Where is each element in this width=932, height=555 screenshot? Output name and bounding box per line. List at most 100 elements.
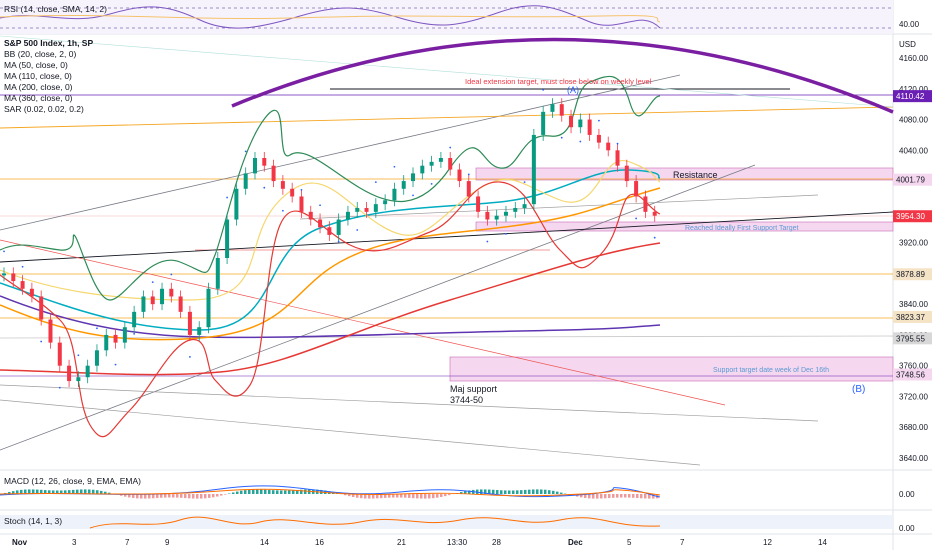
candle-body (560, 104, 564, 116)
stoch-tick: 0.00 (899, 524, 915, 533)
sar-dot (22, 266, 24, 268)
level-3795 (0, 336, 893, 338)
candle-body (578, 120, 582, 128)
sar-dot (468, 174, 470, 176)
chart-title[interactable]: S&P 500 Index, 1h, SP (4, 38, 93, 49)
macd-bar (344, 494, 347, 495)
macd-bar (540, 489, 543, 494)
legend-sar[interactable]: SAR (0.02, 0.02, 0.2) (4, 104, 93, 115)
legend-ma200[interactable]: MA (200, close, 0) (4, 82, 93, 93)
candle-body (30, 289, 34, 297)
candle-body (374, 204, 378, 212)
candle-body (272, 166, 276, 181)
macd-bar (520, 490, 523, 494)
price-tags: 4110.424001.793954.303878.893823.373795.… (893, 90, 932, 380)
candles-group (2, 98, 657, 387)
macd-bar (304, 490, 307, 494)
currency-label: USD (899, 40, 916, 49)
candle-body (430, 162, 434, 166)
candle-body (169, 289, 173, 297)
macd-bar (156, 494, 159, 498)
sar-dot (635, 218, 637, 220)
maj-support-label: Maj support (450, 384, 498, 394)
macd-bar (428, 494, 431, 498)
candle-body (550, 104, 554, 112)
macd-bar (400, 494, 403, 498)
macd-bar (480, 489, 483, 494)
macd-bar (276, 490, 279, 494)
candle-body (523, 204, 527, 208)
sar-dot (394, 166, 396, 168)
macd-bar (636, 494, 639, 498)
grey-lower-line (0, 385, 818, 421)
candle-body (123, 327, 127, 342)
sar-dot (189, 356, 191, 358)
x-tick-label: 5 (627, 538, 632, 547)
candle-body (318, 220, 322, 228)
sar-dot (152, 281, 154, 283)
candle-body (141, 296, 145, 311)
macd-bar (444, 494, 447, 496)
candle-body (2, 273, 6, 275)
candle-body (179, 296, 183, 311)
candle-body (225, 220, 229, 258)
y-tick-label: 4040.00 (899, 146, 928, 155)
legend-ma110[interactable]: MA (110, close, 0) (4, 71, 93, 82)
macd-bar (280, 490, 283, 494)
extension-annotation: Ideal extension target, must close below… (465, 77, 652, 86)
macd-bar (640, 494, 643, 498)
price-tag-label: 4110.42 (896, 92, 925, 101)
candle-body (114, 335, 118, 343)
macd-bar (500, 490, 503, 494)
sar-dot (338, 241, 340, 243)
x-tick-label: 14 (818, 538, 827, 547)
candle-body (76, 377, 80, 381)
macd-bar (644, 494, 647, 498)
sar-dot (598, 120, 600, 122)
macd-bar (264, 490, 267, 494)
candle-body (625, 166, 629, 181)
legend-ma50[interactable]: MA (50, close, 0) (4, 60, 93, 71)
candle-body (262, 158, 266, 166)
candle-body (104, 335, 108, 350)
sar-dot (96, 327, 98, 329)
candle-body (643, 196, 647, 211)
sar-dot (412, 194, 414, 196)
support-week-label: Support target date week of Dec 16th (713, 367, 829, 374)
sar-dot (617, 143, 619, 145)
price-tag-label: 4001.79 (896, 176, 925, 185)
macd-bar (508, 490, 511, 494)
orange-trendline (0, 107, 893, 128)
macd-bar (164, 494, 167, 498)
x-tick-label: 3 (72, 538, 77, 547)
wave-b-label: (B) (852, 384, 865, 395)
wave-a-label: (A) (567, 85, 579, 95)
candle-body (11, 273, 15, 281)
macd-bar (632, 494, 635, 498)
x-tick-label: 21 (397, 538, 406, 547)
macd-bar (212, 494, 215, 497)
candle-body (197, 327, 201, 335)
macd-bar (172, 494, 175, 498)
macd-bar (236, 492, 239, 494)
macd-bar (244, 490, 247, 494)
macd-bar (168, 494, 171, 498)
price-tag-label: 3878.89 (896, 270, 925, 279)
macd-bar (204, 494, 207, 498)
macd-bar (412, 494, 415, 498)
candle-body (346, 212, 350, 220)
macd-bar (628, 494, 631, 498)
macd-bar (552, 491, 555, 494)
legend-bb[interactable]: BB (20, close, 2, 0) (4, 49, 93, 60)
candle-body (48, 320, 52, 343)
legend-ma360[interactable]: MA (360, close, 0) (4, 93, 93, 104)
candle-body (541, 112, 545, 135)
macd-bar (536, 489, 539, 494)
macd-bar (544, 490, 547, 494)
x-tick-label: 12 (763, 538, 772, 547)
rsi-legend: RSI (14, close, SMA, 14, 2) (4, 4, 107, 14)
y-tick-label: 3720.00 (899, 392, 928, 401)
candle-body (234, 189, 238, 220)
